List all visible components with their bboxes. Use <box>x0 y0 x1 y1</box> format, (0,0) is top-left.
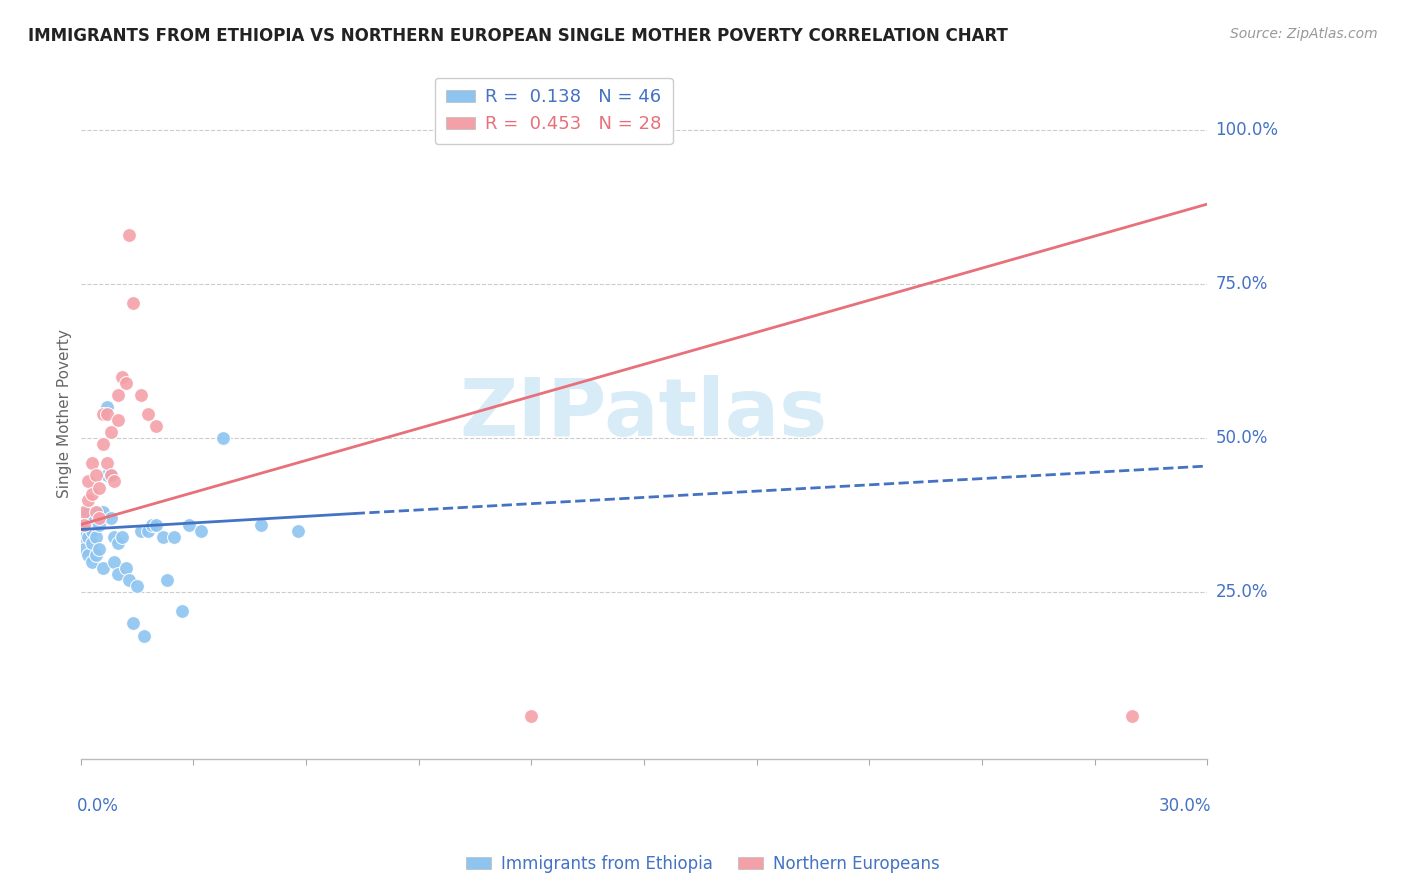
Point <box>141 517 163 532</box>
Point <box>107 536 129 550</box>
Point <box>100 511 122 525</box>
Point <box>96 407 118 421</box>
Text: 25.0%: 25.0% <box>1216 583 1268 601</box>
Point <box>73 505 96 519</box>
Text: 100.0%: 100.0% <box>1216 121 1278 139</box>
Point <box>170 604 193 618</box>
Point <box>136 524 159 538</box>
Point <box>111 369 134 384</box>
Legend: R =  0.138   N = 46, R =  0.453   N = 28: R = 0.138 N = 46, R = 0.453 N = 28 <box>434 78 672 145</box>
Point <box>77 505 100 519</box>
Point <box>96 456 118 470</box>
Point <box>84 530 107 544</box>
Point <box>152 530 174 544</box>
Point <box>118 573 141 587</box>
Point <box>107 566 129 581</box>
Point <box>212 431 235 445</box>
Text: Source: ZipAtlas.com: Source: ZipAtlas.com <box>1230 27 1378 41</box>
Point <box>91 407 114 421</box>
Point <box>84 468 107 483</box>
Point <box>91 560 114 574</box>
Point <box>80 456 103 470</box>
Text: IMMIGRANTS FROM ETHIOPIA VS NORTHERN EUROPEAN SINGLE MOTHER POVERTY CORRELATION : IMMIGRANTS FROM ETHIOPIA VS NORTHERN EUR… <box>28 27 1008 45</box>
Point <box>107 413 129 427</box>
Point <box>89 511 111 525</box>
Point <box>100 468 122 483</box>
Point <box>145 419 167 434</box>
Text: 50.0%: 50.0% <box>1216 429 1268 447</box>
Point <box>89 481 111 495</box>
Point <box>80 536 103 550</box>
Point <box>122 295 145 310</box>
Legend: Immigrants from Ethiopia, Northern Europeans: Immigrants from Ethiopia, Northern Europ… <box>460 848 946 880</box>
Point <box>73 530 96 544</box>
Point <box>100 425 122 439</box>
Point <box>77 549 100 563</box>
Point <box>77 492 100 507</box>
Point <box>73 517 96 532</box>
Y-axis label: Single Mother Poverty: Single Mother Poverty <box>58 329 72 498</box>
Point <box>136 407 159 421</box>
Text: 30.0%: 30.0% <box>1159 797 1211 814</box>
Point <box>114 560 136 574</box>
Point <box>179 517 201 532</box>
Point <box>520 708 543 723</box>
Point <box>103 555 125 569</box>
Point <box>91 505 114 519</box>
Point <box>107 388 129 402</box>
Point <box>118 227 141 242</box>
Point <box>103 530 125 544</box>
Point <box>129 524 152 538</box>
Point <box>80 555 103 569</box>
Point <box>125 579 148 593</box>
Point <box>163 530 186 544</box>
Point <box>134 628 156 642</box>
Point <box>89 517 111 532</box>
Point <box>145 517 167 532</box>
Point <box>249 517 271 532</box>
Point <box>80 487 103 501</box>
Point <box>84 505 107 519</box>
Text: ZIPatlas: ZIPatlas <box>460 375 828 452</box>
Point <box>80 511 103 525</box>
Point <box>103 475 125 489</box>
Point <box>73 542 96 557</box>
Point <box>122 616 145 631</box>
Text: 0.0%: 0.0% <box>77 797 118 814</box>
Point <box>91 437 114 451</box>
Point <box>96 401 118 415</box>
Text: 75.0%: 75.0% <box>1216 276 1268 293</box>
Point <box>111 530 134 544</box>
Point <box>84 549 107 563</box>
Point <box>89 505 111 519</box>
Point <box>129 388 152 402</box>
Point <box>96 468 118 483</box>
Point <box>89 542 111 557</box>
Point <box>114 376 136 390</box>
Point <box>156 573 179 587</box>
Point <box>73 517 96 532</box>
Point <box>77 517 100 532</box>
Point <box>80 524 103 538</box>
Point <box>77 475 100 489</box>
Point <box>84 517 107 532</box>
Point <box>287 524 309 538</box>
Point <box>190 524 212 538</box>
Point <box>100 468 122 483</box>
Point <box>77 530 100 544</box>
Point <box>1121 708 1143 723</box>
